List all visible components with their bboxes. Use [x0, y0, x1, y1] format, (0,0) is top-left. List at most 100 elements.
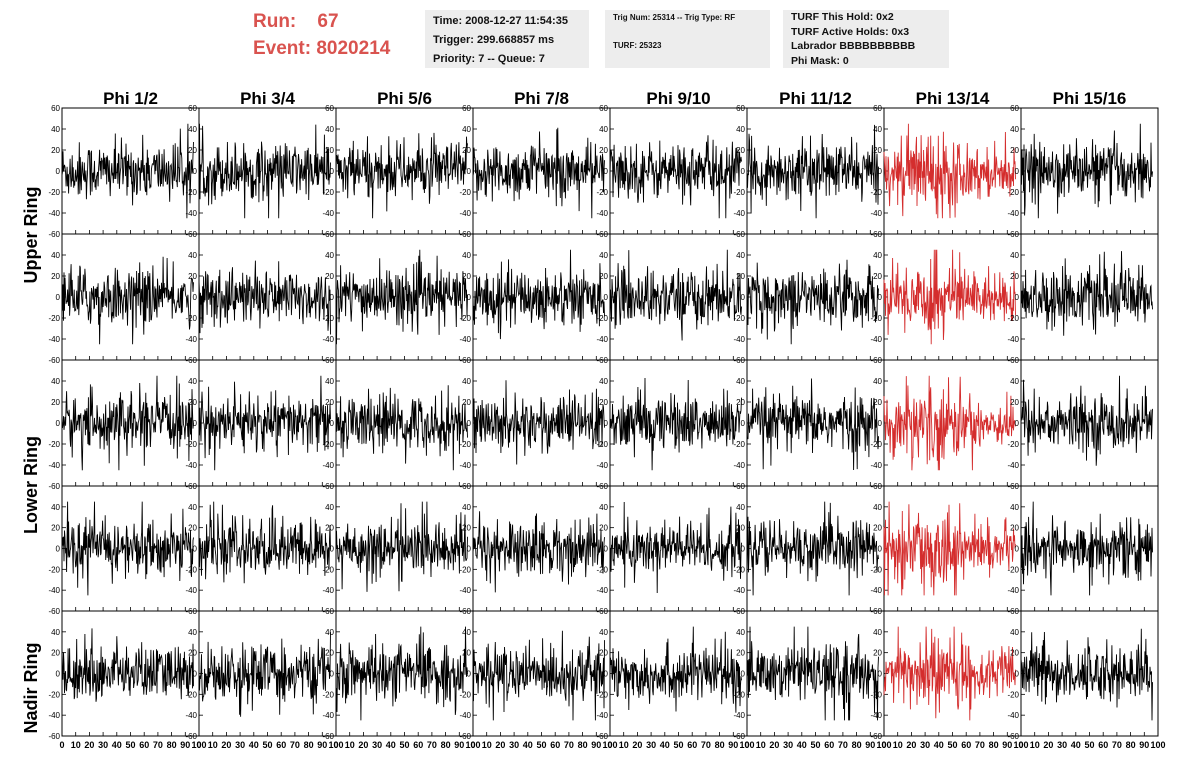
- y-tick-label: 0: [56, 419, 61, 428]
- y-tick-label: 40: [736, 251, 745, 260]
- y-tick-label: -20: [459, 690, 471, 699]
- waveform-trace: [609, 501, 742, 594]
- y-tick-label: -20: [733, 188, 745, 197]
- y-tick-label: 0: [741, 167, 746, 176]
- x-tick-label: 100: [191, 740, 206, 750]
- y-tick-label: 20: [736, 272, 745, 281]
- y-tick-label: 20: [599, 272, 608, 281]
- x-tick-label: 10: [893, 740, 903, 750]
- y-tick-label: 20: [873, 398, 882, 407]
- waveform-trace: [61, 256, 194, 345]
- y-tick-label: 40: [325, 628, 334, 637]
- y-tick-label: 60: [873, 104, 882, 113]
- y-tick-label: -40: [596, 461, 608, 470]
- y-tick-label: 0: [1015, 293, 1020, 302]
- x-tick-label: 40: [112, 740, 122, 750]
- y-tick-label: 20: [1010, 524, 1019, 533]
- waveform-trace: [883, 626, 1016, 721]
- waveform-trace: [746, 626, 879, 721]
- y-tick-label: -20: [459, 565, 471, 574]
- y-tick-label: 0: [193, 293, 198, 302]
- y-tick-label: 60: [325, 104, 334, 113]
- y-tick-label: -20: [1007, 690, 1019, 699]
- waveform-trace: [1020, 501, 1153, 596]
- waveform-trace: [61, 628, 194, 702]
- x-tick-label: 40: [660, 740, 670, 750]
- y-tick-label: -60: [48, 732, 60, 741]
- y-tick-label: -40: [596, 335, 608, 344]
- waveform-trace: [609, 377, 742, 471]
- y-tick-label: 40: [599, 628, 608, 637]
- x-tick-label: 80: [989, 740, 999, 750]
- y-tick-label: 0: [193, 545, 198, 554]
- waveform-trace: [198, 123, 331, 219]
- y-tick-label: -60: [596, 732, 608, 741]
- x-tick-label: 50: [947, 740, 957, 750]
- waveform-trace: [609, 626, 742, 713]
- y-tick-label: 0: [467, 293, 472, 302]
- y-tick-label: 0: [1015, 545, 1020, 554]
- x-tick-label: 60: [276, 740, 286, 750]
- y-tick-label: 20: [1010, 272, 1019, 281]
- x-tick-label: 70: [1112, 740, 1122, 750]
- waveform-trace: [746, 378, 879, 471]
- y-tick-label: -40: [459, 711, 471, 720]
- x-tick-label: 40: [934, 740, 944, 750]
- y-tick-label: 60: [51, 104, 60, 113]
- y-tick-label: 40: [51, 251, 60, 260]
- y-tick-label: 0: [741, 545, 746, 554]
- y-tick-label: 20: [462, 146, 471, 155]
- y-tick-label: -40: [48, 209, 60, 218]
- y-tick-label: 0: [604, 670, 609, 679]
- y-tick-label: 40: [736, 377, 745, 386]
- y-tick-label: -20: [870, 565, 882, 574]
- x-tick-label: 50: [536, 740, 546, 750]
- y-tick-label: 40: [1010, 251, 1019, 260]
- waveform-trace: [335, 626, 468, 721]
- x-tick-label: 90: [317, 740, 327, 750]
- y-tick-label: -40: [322, 335, 334, 344]
- y-tick-label: 40: [325, 503, 334, 512]
- y-tick-label: -40: [459, 461, 471, 470]
- trigger-info-box: Trig Num: 25314 -- Trig Type: RF TURF: 2…: [605, 10, 770, 68]
- x-tick-label: 80: [304, 740, 314, 750]
- y-tick-label: -20: [596, 565, 608, 574]
- x-tick-label: 20: [1043, 740, 1053, 750]
- x-tick-label: 50: [810, 740, 820, 750]
- y-tick-label: -20: [322, 440, 334, 449]
- y-tick-label: -20: [870, 314, 882, 323]
- y-tick-label: -40: [48, 711, 60, 720]
- y-tick-label: 40: [599, 125, 608, 134]
- waveform-trace: [472, 511, 605, 593]
- x-tick-label: 30: [783, 740, 793, 750]
- column-header: Phi 15/16: [1053, 89, 1127, 108]
- waveform-trace: [883, 123, 1016, 219]
- y-tick-label: -40: [1007, 335, 1019, 344]
- x-tick-label: 30: [98, 740, 108, 750]
- x-tick-label: 100: [465, 740, 480, 750]
- y-tick-label: -40: [185, 711, 197, 720]
- y-tick-label: -40: [596, 586, 608, 595]
- x-tick-label: 90: [454, 740, 464, 750]
- waveform-trace: [883, 375, 1016, 471]
- waveform-trace: [472, 630, 605, 721]
- run-value: 67: [317, 11, 339, 32]
- y-tick-label: 40: [1010, 125, 1019, 134]
- y-tick-label: 40: [188, 251, 197, 260]
- x-tick-label: 80: [441, 740, 451, 750]
- y-tick-label: -40: [459, 335, 471, 344]
- y-tick-label: -20: [185, 440, 197, 449]
- run-event-header: Run: 67 Event: 8020214: [253, 8, 390, 62]
- y-tick-label: -40: [733, 209, 745, 218]
- x-tick-label: 90: [591, 740, 601, 750]
- y-tick-label: -20: [596, 440, 608, 449]
- y-tick-label: 20: [325, 524, 334, 533]
- y-tick-label: -40: [733, 335, 745, 344]
- x-tick-label: 10: [756, 740, 766, 750]
- x-tick-label: 40: [386, 740, 396, 750]
- x-tick-label: 20: [906, 740, 916, 750]
- y-tick-label: 40: [873, 628, 882, 637]
- y-tick-label: -20: [48, 440, 60, 449]
- y-tick-label: -60: [322, 732, 334, 741]
